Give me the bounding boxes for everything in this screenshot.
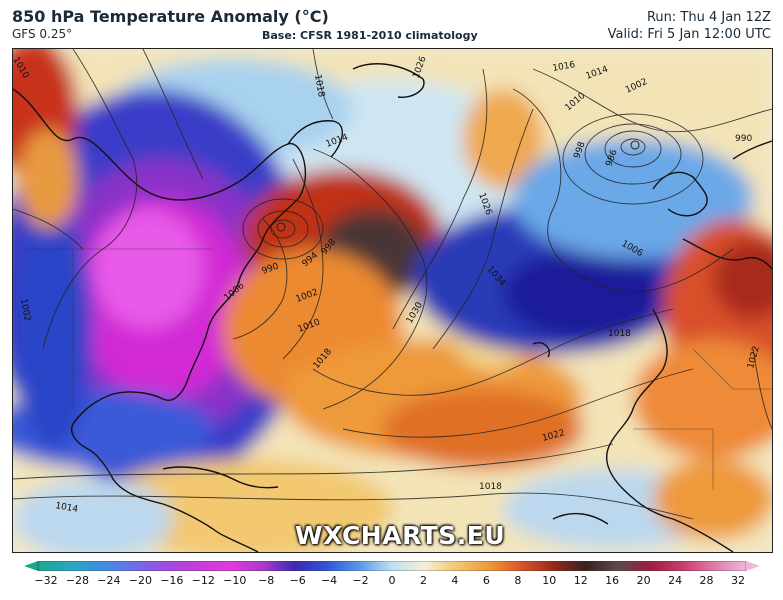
run-time-label: Run: Thu 4 Jan 12Z: [646, 10, 771, 25]
colorbar-arrow-right: [746, 561, 760, 571]
map-canvas: 1018 1026 1016 1014 1002 990 1010 998 98…: [13, 49, 772, 552]
colorbar-tick-label: 2: [419, 574, 427, 587]
colorbar-tick-label: −24: [97, 574, 121, 587]
colorbar-tick-label: 10: [542, 574, 557, 587]
colorbar-tick-label: 12: [573, 574, 588, 587]
temperature-anomaly-map[interactable]: 1018 1026 1016 1014 1002 990 1010 998 98…: [12, 48, 773, 553]
low-centers: [276, 140, 640, 232]
colorbar-tick-label: −8: [258, 574, 275, 587]
isobar-label: 1014: [54, 501, 79, 515]
isobar-label: 990: [735, 134, 752, 144]
colorbar-strip: [37, 561, 747, 571]
climatology-base-label: Base: CFSR 1981-2010 climatology: [262, 29, 478, 42]
colorbar-tick-label: −32: [34, 574, 58, 587]
colorbar-tick-label: 32: [731, 574, 745, 587]
map-title: 850 hPa Temperature Anomaly (°C): [12, 7, 329, 26]
colorbar-tick-label: −6: [289, 574, 306, 587]
colorbar-tick-label: 20: [636, 574, 651, 587]
colorbar-tick-label: −20: [128, 574, 152, 587]
colorbar-ticks: −32 −28 −24 −20 −16 −12 −10 −8 −6 −4 −2 0 2 4 6 8 10 12 16…: [0, 574, 783, 592]
colorbar-tick-label: 6: [482, 574, 490, 587]
anomaly-field: [13, 49, 772, 552]
colorbar-tick-label: 0: [388, 574, 396, 587]
colorbar-tick-label: −16: [160, 574, 184, 587]
colorbar-tick-label: −4: [320, 574, 338, 587]
model-label: GFS 0.25°: [12, 27, 73, 41]
low-center-marker: [276, 222, 286, 232]
colorbar-tick-label: 24: [668, 574, 683, 587]
isobar-label: 1018: [479, 482, 502, 492]
isobar-label: 1018: [608, 329, 631, 339]
colorbar-tick-label: −28: [65, 574, 90, 587]
coastlines: [13, 63, 772, 552]
isobar-label: 1018: [312, 74, 326, 99]
watermark-logo: WXCHARTS.EU: [295, 521, 506, 550]
borders: [23, 248, 772, 489]
isobar-label: 1002: [18, 298, 32, 322]
colorbar-arrow-left: [24, 561, 38, 571]
isobars: [13, 49, 772, 520]
colorbar-tick-label: −10: [223, 574, 247, 587]
colorbar-tick-label: 28: [699, 574, 714, 587]
colorbar-tick-label: −12: [191, 574, 215, 587]
colorbar-tick-label: −2: [352, 574, 369, 587]
colorbar: [24, 561, 760, 571]
low-center-marker: [630, 140, 640, 150]
valid-time-label: Valid: Fri 5 Jan 12:00 UTC: [607, 27, 771, 42]
colorbar-tick-label: 16: [605, 574, 620, 587]
colorbar-tick-label: 8: [514, 574, 522, 587]
isobar-label: 1016: [552, 60, 577, 74]
colorbar-tick-label: 4: [451, 574, 459, 587]
